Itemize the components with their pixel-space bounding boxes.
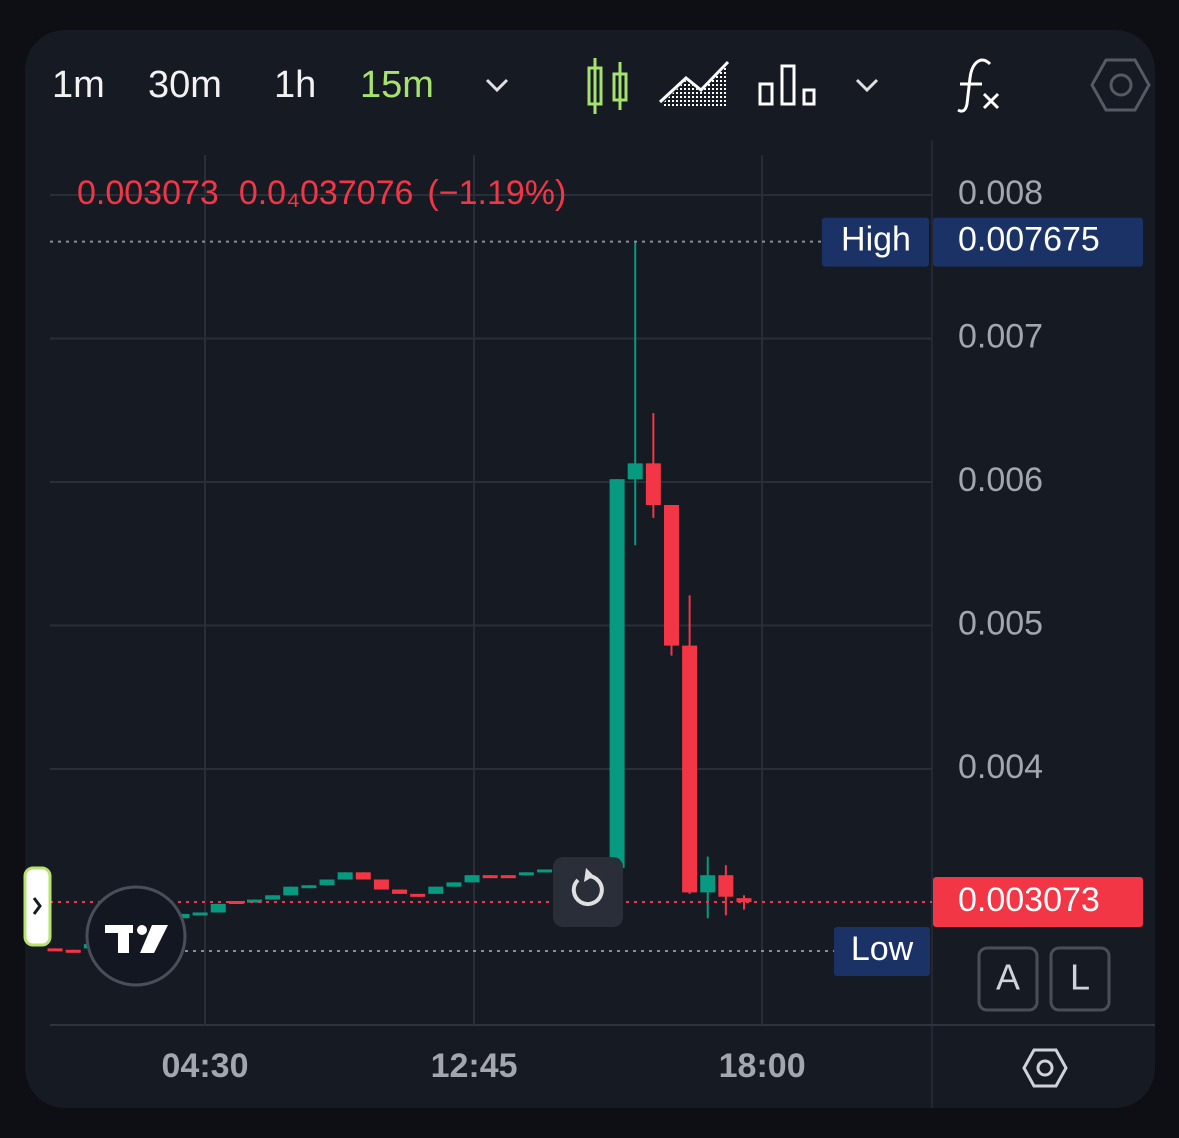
indicators-icon[interactable] <box>957 58 1000 113</box>
candle-body <box>736 898 752 903</box>
candle-body <box>446 882 462 887</box>
grid: 0.004 0.005 0.006 0.007 0.008 04:30 12:45 18:00 <box>50 155 1043 1085</box>
high-value-badge <box>933 217 1143 267</box>
y-tick-label: 0.007 <box>958 318 1043 356</box>
timeframe-menu[interactable] <box>485 78 509 93</box>
scale-button[interactable] <box>977 946 1039 1012</box>
candle-body <box>645 463 661 505</box>
overlay: High 0.007675 Low 0.003073 A L <box>50 217 1143 1012</box>
bars-type-icon[interactable] <box>758 64 816 106</box>
candle-body <box>518 872 534 876</box>
low-label: Low <box>851 930 914 968</box>
candle-body <box>283 886 299 896</box>
legend-change-pct: (−1.19%) <box>427 174 566 212</box>
candle-body <box>210 903 226 913</box>
legend-change: 0.0₄037076 <box>239 174 414 212</box>
y-tick-label: 0.006 <box>958 461 1043 499</box>
candle-body <box>700 875 716 893</box>
candle-body <box>392 889 408 894</box>
candle-body <box>464 875 480 883</box>
candle-body <box>410 893 426 897</box>
low-badge <box>834 926 930 976</box>
type-menu[interactable] <box>855 78 879 93</box>
candle-body <box>482 875 498 879</box>
time-settings-icon[interactable] <box>1022 1048 1068 1088</box>
x-tick-label: 04:30 <box>162 1047 249 1085</box>
scale-button-label[interactable]: L <box>1070 957 1090 998</box>
timeframe[interactable]: 1m <box>52 64 105 106</box>
candle-body <box>247 899 263 903</box>
candle-body <box>65 949 81 953</box>
y-tick-label: 0.005 <box>958 604 1043 642</box>
card <box>25 30 1155 1108</box>
candle-body <box>373 879 389 890</box>
side-tab[interactable] <box>23 866 52 947</box>
legend-price: 0.003073 <box>77 174 219 212</box>
candle-body <box>319 879 335 886</box>
candle-body <box>663 504 679 646</box>
timeframe[interactable]: 15m <box>360 64 434 106</box>
candle-body <box>428 886 444 894</box>
candle-body <box>337 872 353 880</box>
settings-icon[interactable] <box>1090 58 1151 112</box>
candle-body <box>265 895 281 900</box>
scale-button-label[interactable]: A <box>996 957 1020 998</box>
plot <box>47 241 752 953</box>
x-tick-label: 12:45 <box>431 1047 518 1085</box>
candle-body <box>47 948 63 952</box>
y-tick-label: 0.008 <box>958 174 1043 212</box>
high-value: 0.007675 <box>958 221 1100 259</box>
timeframe[interactable]: 30m <box>148 64 222 106</box>
timeframe[interactable]: 1h <box>274 64 316 106</box>
candle-body <box>609 479 625 869</box>
scale-button[interactable] <box>1049 946 1111 1012</box>
candle-body <box>682 645 698 893</box>
candle-body <box>627 463 643 480</box>
candle-body <box>355 872 371 880</box>
logo[interactable] <box>85 885 187 987</box>
reset-button[interactable] <box>553 857 623 927</box>
candle-type-icon[interactable] <box>587 58 628 114</box>
y-tick-label: 0.004 <box>958 748 1043 786</box>
candle-body <box>192 912 208 916</box>
candle-body <box>301 885 317 889</box>
toolbar: 1m 30m 1h 15m <box>52 58 1151 114</box>
high-label: High <box>841 221 911 259</box>
candle-body <box>718 875 734 897</box>
candle-body <box>500 875 516 879</box>
price-value: 0.003073 <box>958 881 1100 919</box>
area-type-icon[interactable] <box>658 60 730 106</box>
price-badge <box>933 877 1143 928</box>
high-badge <box>822 217 929 267</box>
x-tick-label: 18:00 <box>719 1047 806 1085</box>
candle-body <box>537 869 553 873</box>
